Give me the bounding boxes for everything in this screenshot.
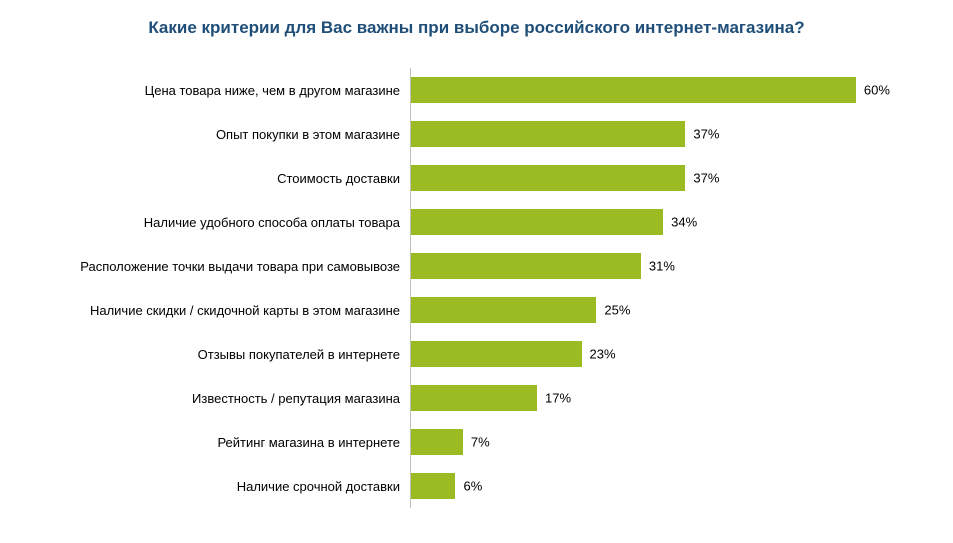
category-label: Опыт покупки в этом магазине — [216, 127, 410, 142]
bar-row: Расположение точки выдачи товара при сам… — [410, 244, 893, 288]
bar-track: 6% — [410, 464, 893, 508]
chart-title: Какие критерии для Вас важны при выборе … — [0, 18, 953, 38]
category-label: Расположение точки выдачи товара при сам… — [80, 259, 410, 274]
bar-row: Стоимость доставки37% — [410, 156, 893, 200]
bar-row: Наличие скидки / скидочной карты в этом … — [410, 288, 893, 332]
bar — [411, 209, 663, 235]
bar — [411, 77, 856, 103]
bar — [411, 165, 685, 191]
bar — [411, 429, 463, 455]
category-label: Наличие срочной доставки — [237, 479, 410, 494]
value-label: 6% — [463, 479, 482, 494]
bar-track: 17% — [410, 376, 893, 420]
bar — [411, 253, 641, 279]
category-label: Наличие скидки / скидочной карты в этом … — [90, 303, 410, 318]
value-label: 25% — [604, 303, 630, 318]
category-label: Цена товара ниже, чем в другом магазине — [145, 83, 410, 98]
bar — [411, 297, 596, 323]
bars-area: Цена товара ниже, чем в другом магазине6… — [410, 68, 893, 508]
bar-row: Наличие срочной доставки6% — [410, 464, 893, 508]
bar-track: 25% — [410, 288, 893, 332]
bar — [411, 341, 582, 367]
bar-track: 60% — [410, 68, 893, 112]
value-label: 60% — [864, 83, 890, 98]
bar-row: Известность / репутация магазина17% — [410, 376, 893, 420]
bar-track: 37% — [410, 112, 893, 156]
bar-track: 7% — [410, 420, 893, 464]
bar-track: 34% — [410, 200, 893, 244]
bar-row: Цена товара ниже, чем в другом магазине6… — [410, 68, 893, 112]
bar — [411, 473, 455, 499]
bar-row: Опыт покупки в этом магазине37% — [410, 112, 893, 156]
bar-track: 31% — [410, 244, 893, 288]
category-label: Отзывы покупателей в интернете — [198, 347, 410, 362]
category-label: Известность / репутация магазина — [192, 391, 410, 406]
bar-chart: Какие критерии для Вас важны при выборе … — [0, 0, 953, 543]
category-label: Наличие удобного способа оплаты товара — [144, 215, 410, 230]
bar-track: 23% — [410, 332, 893, 376]
value-label: 17% — [545, 391, 571, 406]
bar — [411, 121, 685, 147]
category-label: Стоимость доставки — [277, 171, 410, 186]
value-label: 23% — [590, 347, 616, 362]
value-label: 37% — [693, 171, 719, 186]
bar-row: Рейтинг магазина в интернете7% — [410, 420, 893, 464]
value-label: 34% — [671, 215, 697, 230]
value-label: 31% — [649, 259, 675, 274]
bar-track: 37% — [410, 156, 893, 200]
bar-row: Отзывы покупателей в интернете23% — [410, 332, 893, 376]
value-label: 7% — [471, 435, 490, 450]
bar — [411, 385, 537, 411]
bar-row: Наличие удобного способа оплаты товара34… — [410, 200, 893, 244]
value-label: 37% — [693, 127, 719, 142]
category-label: Рейтинг магазина в интернете — [217, 435, 410, 450]
